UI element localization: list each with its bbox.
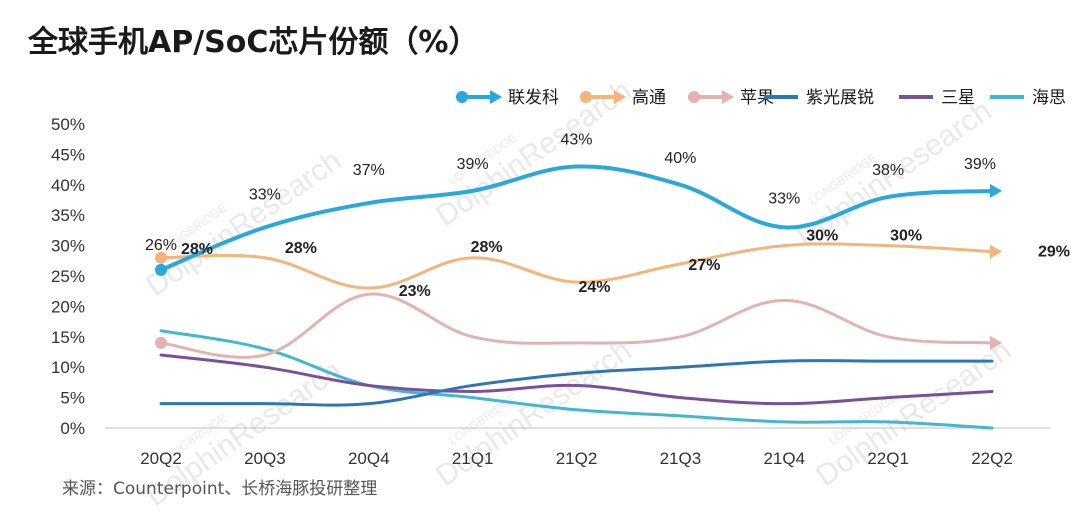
series-line-1: [159, 242, 994, 290]
data-label-qualcomm: 28%: [181, 241, 213, 258]
series-start-marker: [155, 263, 167, 276]
x-tick-label: 20Q2: [140, 449, 182, 468]
data-label-qualcomm: 24%: [578, 279, 610, 296]
legend: 联发科 高通 苹果 紫光展锐 三星 海思: [456, 88, 1066, 108]
data-label-mediatek: 26%: [145, 237, 177, 254]
x-tick-label: 22Q1: [867, 449, 909, 468]
data-label-qualcomm: 29%: [1038, 244, 1070, 261]
y-tick-label: 45%: [51, 145, 85, 164]
legend-arrow: [614, 90, 626, 104]
data-labels: 26% 33% 37% 39% 43% 40% 33% 38% 39% 28% 28% 23% 28% 2…: [145, 132, 1070, 301]
y-tick-label: 15%: [51, 328, 85, 347]
data-label-mediatek: 38%: [872, 162, 904, 179]
series-line-5: [159, 329, 994, 430]
source-note: 来源：Counterpoint、长桥海豚投研整理: [62, 479, 377, 499]
x-tick-label: 20Q3: [244, 449, 286, 468]
y-tick-label: 50%: [51, 115, 85, 134]
legend-label: 苹果: [740, 88, 774, 108]
series-start-marker: [155, 251, 167, 264]
legend-label: 海思: [1032, 88, 1066, 108]
data-label-mediatek: 39%: [457, 156, 489, 173]
watermark-text: DolphinResearch: [140, 144, 347, 303]
data-label-mediatek: 39%: [964, 156, 996, 173]
x-axis: 20Q2 20Q3 20Q4 21Q1 21Q2 21Q3 21Q4 22Q1 22Q2: [105, 427, 1050, 468]
data-label-mediatek: 33%: [249, 186, 281, 203]
legend-item: 海思: [990, 88, 1066, 108]
legend-label: 联发科: [508, 88, 559, 108]
data-label-mediatek: 40%: [664, 150, 696, 167]
data-label-qualcomm: 28%: [285, 240, 317, 257]
x-tick-label: 21Q4: [763, 449, 805, 468]
y-tick-label: 40%: [51, 176, 85, 195]
y-tick-label: 35%: [51, 206, 85, 225]
data-label-qualcomm: 28%: [471, 239, 503, 256]
series-line-0: [159, 164, 994, 272]
data-label-mediatek: 37%: [353, 162, 385, 179]
watermark-text: DolphinResearch: [810, 334, 1017, 493]
series-end-arrow: [990, 335, 1002, 350]
legend-item: 三星: [899, 88, 975, 108]
series-line-4: [159, 353, 994, 406]
legend-label: 紫光展锐: [806, 88, 874, 108]
x-tick-label: 21Q1: [452, 449, 494, 468]
series-line-3: [159, 359, 994, 407]
y-tick-label: 30%: [51, 237, 85, 256]
data-label-qualcomm: 30%: [890, 228, 922, 245]
legend-arrow: [722, 90, 734, 104]
x-tick-label: 22Q2: [971, 449, 1013, 468]
y-axis: 0% 5% 10% 15% 20% 25% 30% 35% 40% 45% 50%: [51, 115, 85, 438]
chart-title: 全球手机AP/SoC芯片份额（%）: [27, 25, 478, 60]
x-tick-label: 21Q2: [556, 449, 598, 468]
legend-arrow: [490, 90, 502, 104]
data-label-qualcomm: 30%: [806, 228, 838, 245]
series-start-marker: [155, 336, 167, 349]
legend-label: 三星: [941, 88, 975, 108]
legend-item: 苹果: [688, 88, 774, 108]
series-end-arrow: [990, 244, 1002, 259]
data-label-mediatek: 33%: [768, 190, 800, 207]
series-lines: [155, 164, 1002, 430]
data-label-qualcomm: 27%: [688, 257, 720, 274]
legend-label: 高通: [632, 88, 666, 108]
y-tick-label: 20%: [51, 297, 85, 316]
series-end-arrow: [990, 183, 1002, 198]
y-tick-label: 0%: [60, 419, 85, 438]
y-tick-label: 5%: [60, 389, 85, 408]
legend-item: 紫光展锐: [764, 88, 874, 108]
data-label-mediatek: 43%: [560, 132, 592, 149]
x-tick-label: 21Q3: [660, 449, 702, 468]
data-label-qualcomm: 23%: [399, 283, 431, 300]
legend-item: 联发科: [456, 88, 559, 108]
y-tick-label: 25%: [51, 267, 85, 286]
series-line-2: [159, 292, 994, 359]
y-tick-label: 10%: [51, 358, 85, 377]
legend-item: 高通: [580, 88, 666, 108]
x-tick-label: 20Q4: [348, 449, 390, 468]
